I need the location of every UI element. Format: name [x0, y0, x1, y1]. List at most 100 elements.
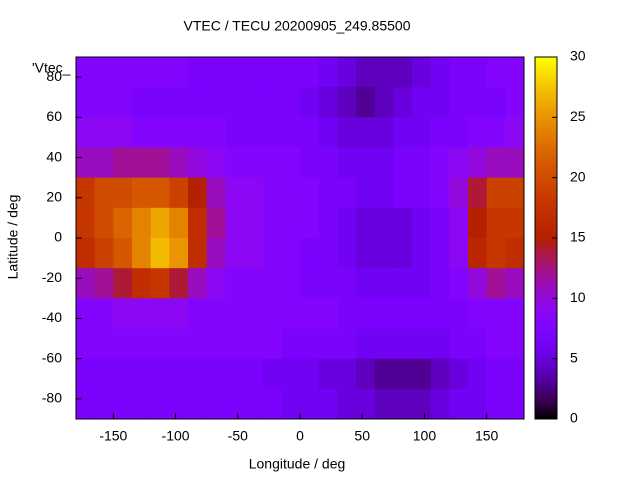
heat-cell [76, 328, 96, 360]
heat-cell [244, 57, 264, 88]
heat-cell [150, 388, 170, 420]
heat-cell [486, 328, 506, 360]
y-tick-label: 0 [54, 229, 62, 245]
heat-cell [449, 177, 469, 209]
heat-cell [94, 117, 114, 148]
heat-cell [76, 358, 96, 390]
heat-cell [188, 207, 208, 239]
heat-cell [94, 177, 114, 209]
heat-cell [505, 147, 525, 179]
heat-cell [430, 207, 450, 239]
heat-cell [188, 328, 208, 360]
heat-cell [393, 57, 413, 88]
heat-cell [318, 328, 338, 360]
heat-cell [113, 207, 133, 239]
heat-cell [76, 87, 96, 118]
heat-cell [356, 328, 376, 360]
heat-cell [169, 147, 189, 179]
heat-cell [449, 147, 469, 179]
heat-cell [374, 147, 394, 179]
heat-cell [206, 328, 226, 360]
heat-cell [244, 328, 264, 360]
heat-cell [412, 87, 432, 118]
heat-cell [318, 268, 338, 299]
heat-cell [412, 177, 432, 209]
heat-cell [150, 328, 170, 360]
heat-cell [356, 388, 376, 420]
heat-cell [374, 268, 394, 299]
heat-cell [337, 177, 357, 209]
heat-cell [150, 358, 170, 390]
heat-cell [113, 328, 133, 360]
heat-cell [505, 57, 525, 88]
heat-cell [300, 388, 320, 420]
heat-cell [262, 207, 282, 239]
heat-cell [281, 268, 301, 299]
heat-cell [206, 57, 226, 88]
heat-cell [393, 238, 413, 269]
heat-cell [430, 57, 450, 88]
heat-cell [188, 388, 208, 420]
x-tick-label: 100 [413, 428, 437, 444]
heat-cell [113, 117, 133, 148]
heat-cell [262, 328, 282, 360]
heat-cell [318, 238, 338, 269]
heat-cell [337, 268, 357, 299]
colorbar-tick-label: 20 [570, 168, 586, 184]
heat-cell [244, 147, 264, 179]
heat-cell [337, 358, 357, 390]
heat-cell [505, 117, 525, 148]
heat-cell [430, 238, 450, 269]
heat-cell [132, 238, 152, 269]
heat-cell [337, 328, 357, 360]
heat-cell [76, 207, 96, 239]
heat-cell [113, 87, 133, 118]
heat-cell [430, 328, 450, 360]
heat-cell [449, 388, 469, 420]
heat-cell [188, 177, 208, 209]
heat-cell [468, 117, 488, 148]
heat-cell [206, 177, 226, 209]
heat-cell [468, 358, 488, 390]
heat-cell [76, 117, 96, 148]
heat-cell [188, 268, 208, 299]
heat-cell [318, 57, 338, 88]
heat-cell [150, 147, 170, 179]
heat-cell [225, 117, 245, 148]
heat-cell [169, 388, 189, 420]
heat-cell [356, 268, 376, 299]
heat-cell [262, 358, 282, 390]
heat-cell [412, 298, 432, 329]
heat-cell [169, 87, 189, 118]
heat-cell [281, 87, 301, 118]
x-axis-label: Longitude / deg [249, 456, 346, 472]
heat-cell [94, 207, 114, 239]
heat-cell [468, 238, 488, 269]
x-tick-label: 50 [354, 428, 370, 444]
heat-cell [486, 117, 506, 148]
heat-cell [468, 388, 488, 420]
heat-cell [206, 298, 226, 329]
y-tick-label: -80 [42, 390, 62, 406]
heat-cell [94, 268, 114, 299]
heat-cell [76, 57, 96, 88]
heat-cell [132, 57, 152, 88]
heat-cell [262, 117, 282, 148]
heat-cell [244, 298, 264, 329]
y-tick-label: -40 [42, 309, 62, 325]
heat-cell [94, 57, 114, 88]
heat-cell [300, 177, 320, 209]
heat-cell [281, 57, 301, 88]
heat-cell [132, 87, 152, 118]
heat-cell [449, 358, 469, 390]
heat-cell [356, 358, 376, 390]
heat-cell [468, 177, 488, 209]
heat-cell [412, 388, 432, 420]
heat-cell [169, 57, 189, 88]
heat-cell [486, 298, 506, 329]
heat-cell [374, 298, 394, 329]
heat-cell [449, 238, 469, 269]
heat-cell [244, 117, 264, 148]
heat-cell [486, 177, 506, 209]
heat-cell [486, 147, 506, 179]
